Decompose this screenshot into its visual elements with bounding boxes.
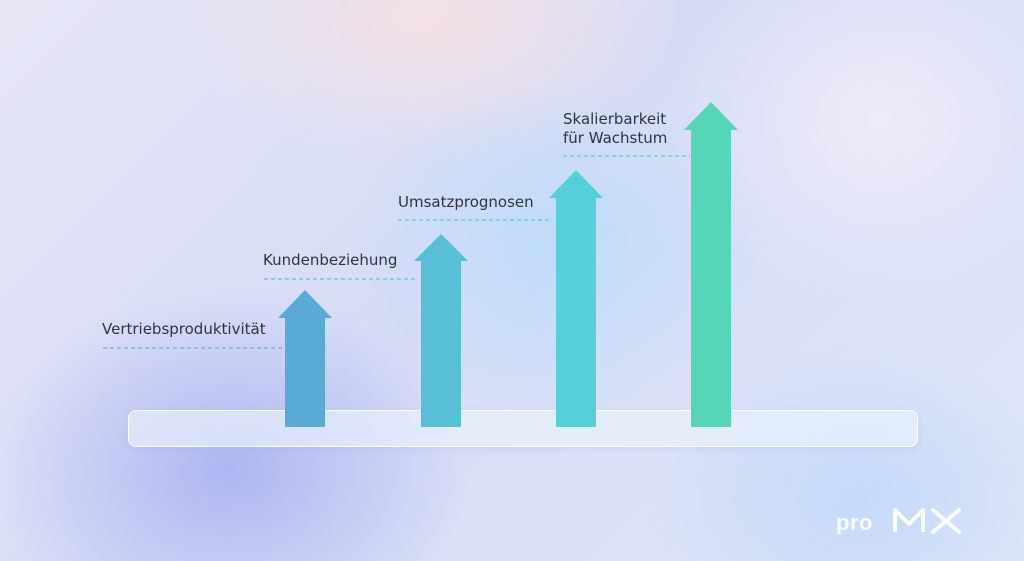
- promx-logo: pro: [836, 506, 992, 536]
- arrow-2: [414, 234, 468, 427]
- step-label-1-line: Vertriebsproduktivität: [102, 320, 266, 338]
- arrow-4: [684, 102, 738, 427]
- step-label-1: Vertriebsproduktivität: [102, 320, 266, 339]
- arrow-1: [278, 290, 332, 427]
- base-platform: [128, 410, 918, 447]
- step-label-2: Kundenbeziehung: [263, 251, 397, 270]
- step-label-2-line: Kundenbeziehung: [263, 251, 398, 269]
- logo-mx-mark: [893, 508, 961, 534]
- arrow-3: [549, 170, 603, 427]
- step-label-4-line-2: für Wachstum: [563, 129, 668, 147]
- step-label-4: Skalierbarkeit für Wachstum: [563, 110, 667, 148]
- logo-pro-text: pro: [836, 510, 873, 535]
- step-label-3: Umsatzprognosen: [398, 193, 534, 212]
- step-label-3-line: Umsatzprognosen: [398, 193, 534, 211]
- step-label-4-line-1: Skalierbarkeit: [563, 110, 667, 128]
